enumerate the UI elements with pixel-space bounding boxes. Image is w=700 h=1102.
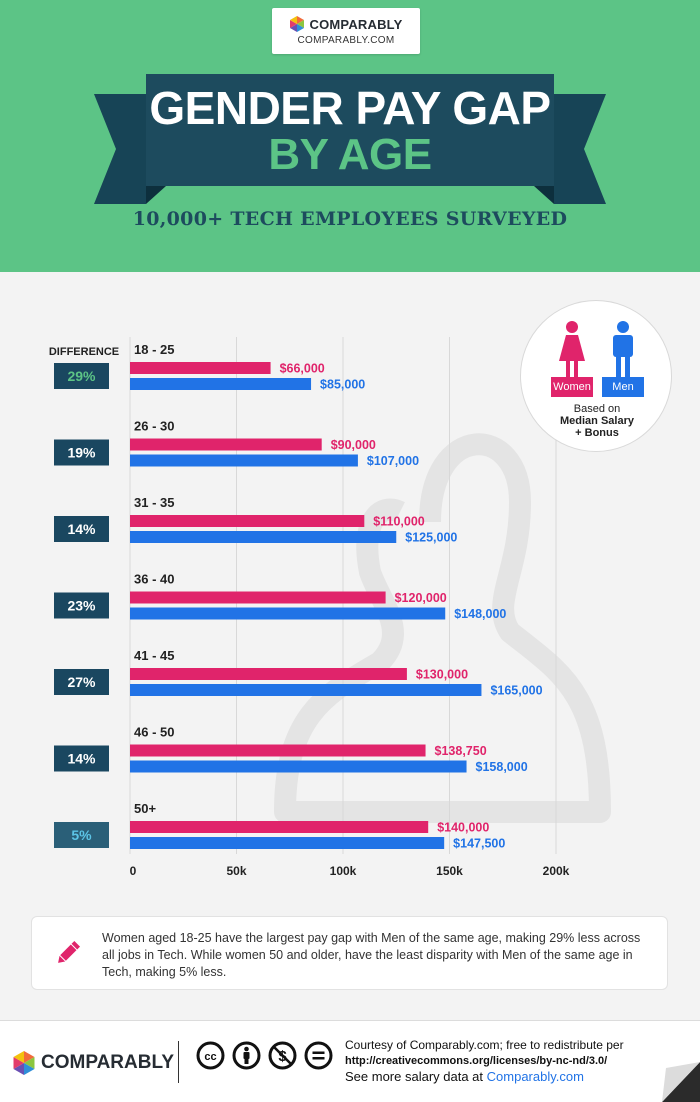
footer-see-more-text: See more salary data at bbox=[345, 1069, 487, 1084]
women-value-label: $120,000 bbox=[395, 591, 447, 605]
cc-icon: cc bbox=[196, 1041, 225, 1070]
footer-logo[interactable]: COMPARABLY bbox=[12, 1051, 174, 1075]
difference-value: 19% bbox=[67, 445, 96, 461]
svg-text:cc: cc bbox=[204, 1051, 216, 1063]
legend-note-line3: + Bonus bbox=[575, 427, 619, 439]
men-bar bbox=[130, 531, 397, 543]
footer-brand-name: COMPARABLY bbox=[41, 1052, 175, 1073]
pencil-icon bbox=[58, 940, 81, 963]
title-ribbon bbox=[94, 74, 606, 204]
legend-women: Women bbox=[551, 377, 593, 397]
men-bar bbox=[130, 760, 467, 773]
women-value-label: $90,000 bbox=[331, 438, 376, 452]
summary-note: Women aged 18-25 have the largest pay ga… bbox=[31, 916, 668, 990]
footer-text: Courtesy of Comparably.com; free to redi… bbox=[345, 1037, 624, 1085]
brand-name: COMPARABLY bbox=[309, 16, 403, 32]
footer-see-more: See more salary data at Comparably.com bbox=[345, 1069, 624, 1085]
page-title-line2: BY AGE bbox=[268, 130, 432, 179]
woman-icon bbox=[559, 321, 585, 377]
footer-divider bbox=[178, 1041, 179, 1083]
men-bar bbox=[130, 378, 312, 390]
legend-men: Men bbox=[602, 377, 644, 397]
men-value-label: $165,000 bbox=[490, 684, 542, 698]
legend-note: Based on Median Salary + Bonus bbox=[521, 403, 673, 439]
difference-value: 14% bbox=[67, 521, 96, 537]
people-silhouette bbox=[274, 433, 611, 823]
difference-value: 27% bbox=[67, 674, 96, 690]
difference-value: 5% bbox=[71, 827, 92, 843]
men-bar bbox=[130, 607, 446, 620]
page-title-line1: GENDER PAY GAP bbox=[149, 82, 551, 134]
age-group-label: 41 - 45 bbox=[134, 648, 174, 663]
women-value-label: $140,000 bbox=[437, 821, 489, 835]
men-value-label: $148,000 bbox=[454, 607, 506, 621]
footer-courtesy: Courtesy of Comparably.com; free to redi… bbox=[345, 1038, 624, 1052]
footer-license-link[interactable]: http://creativecommons.org/licenses/by-n… bbox=[345, 1055, 608, 1067]
age-group-label: 50+ bbox=[134, 801, 156, 816]
difference-badge bbox=[54, 822, 109, 848]
comparably-logo-icon bbox=[290, 16, 305, 32]
women-bar bbox=[130, 591, 386, 604]
men-value-label: $158,000 bbox=[476, 760, 528, 774]
women-value-label: $130,000 bbox=[416, 668, 468, 682]
difference-value: 14% bbox=[67, 751, 96, 767]
men-bar bbox=[130, 684, 482, 696]
difference-value: 23% bbox=[67, 598, 96, 614]
women-bar bbox=[130, 821, 429, 833]
x-tick-label: 50k bbox=[226, 864, 246, 878]
men-value-label: $125,000 bbox=[405, 531, 457, 545]
women-bar bbox=[130, 668, 407, 680]
women-bar bbox=[130, 362, 271, 374]
x-tick-label: 150k bbox=[436, 864, 463, 878]
women-value-label: $138,750 bbox=[435, 744, 487, 758]
difference-value: 29% bbox=[67, 368, 96, 384]
women-value-label: $110,000 bbox=[373, 515, 424, 529]
legend-note-line2: Median Salary bbox=[560, 415, 634, 427]
comparably-logo-icon bbox=[13, 1051, 35, 1075]
x-tick-label: 100k bbox=[330, 864, 357, 878]
women-bar bbox=[130, 744, 426, 757]
x-tick-label: 200k bbox=[543, 864, 570, 878]
men-value-label: $107,000 bbox=[367, 454, 419, 468]
attribution-icon bbox=[232, 1041, 261, 1070]
pay-gap-chart: 0 50k 100k 150k 200k DIFFERENCE 18 - 25 $66,000… bbox=[49, 337, 611, 878]
noncommercial-icon: $ bbox=[268, 1041, 297, 1070]
page-subtitle: 10,000+ TECH EMPLOYEES SURVEYED bbox=[132, 208, 568, 230]
x-tick-label: 0 bbox=[130, 864, 137, 878]
legend: Women Men Based on Median Salary + Bonus bbox=[520, 300, 672, 452]
age-group-label: 26 - 30 bbox=[134, 419, 174, 434]
brand-logo-card[interactable]: COMPARABLY COMPARABLY.COM bbox=[272, 8, 420, 54]
difference-badge bbox=[54, 745, 109, 772]
age-group-label: 36 - 40 bbox=[134, 572, 174, 587]
noderivatives-icon bbox=[304, 1041, 333, 1070]
creative-commons-icons: cc $ bbox=[196, 1041, 340, 1070]
header-banner: COMPARABLY COMPARABLY.COM GENDER PAY GAP… bbox=[0, 0, 700, 272]
difference-badge bbox=[54, 592, 109, 619]
age-group-label: 18 - 25 bbox=[134, 342, 174, 357]
difference-badge bbox=[54, 669, 109, 695]
women-bar bbox=[130, 438, 322, 451]
difference-header: DIFFERENCE bbox=[49, 346, 119, 358]
age-group-label: 31 - 35 bbox=[134, 495, 174, 510]
difference-badge bbox=[54, 439, 109, 466]
men-bar bbox=[130, 837, 445, 849]
men-bar bbox=[130, 454, 358, 467]
footer: COMPARABLY cc $ Courtesy of Comparably.c… bbox=[0, 1020, 700, 1102]
women-bar bbox=[130, 515, 365, 527]
legend-note-line1: Based on bbox=[573, 403, 621, 415]
women-value-label: $66,000 bbox=[280, 362, 325, 376]
men-value-label: $85,000 bbox=[320, 378, 365, 392]
footer-comparably-link[interactable]: Comparably.com bbox=[486, 1069, 584, 1084]
men-value-label: $147,500 bbox=[453, 837, 505, 851]
difference-badge bbox=[54, 363, 109, 389]
man-icon bbox=[613, 321, 633, 377]
brand-url: COMPARABLY.COM bbox=[297, 35, 395, 46]
difference-badge bbox=[54, 516, 109, 542]
page-curl-decoration bbox=[662, 1062, 700, 1102]
summary-note-text: Women aged 18-25 have the largest pay ga… bbox=[102, 931, 641, 979]
age-group-label: 46 - 50 bbox=[134, 725, 174, 740]
